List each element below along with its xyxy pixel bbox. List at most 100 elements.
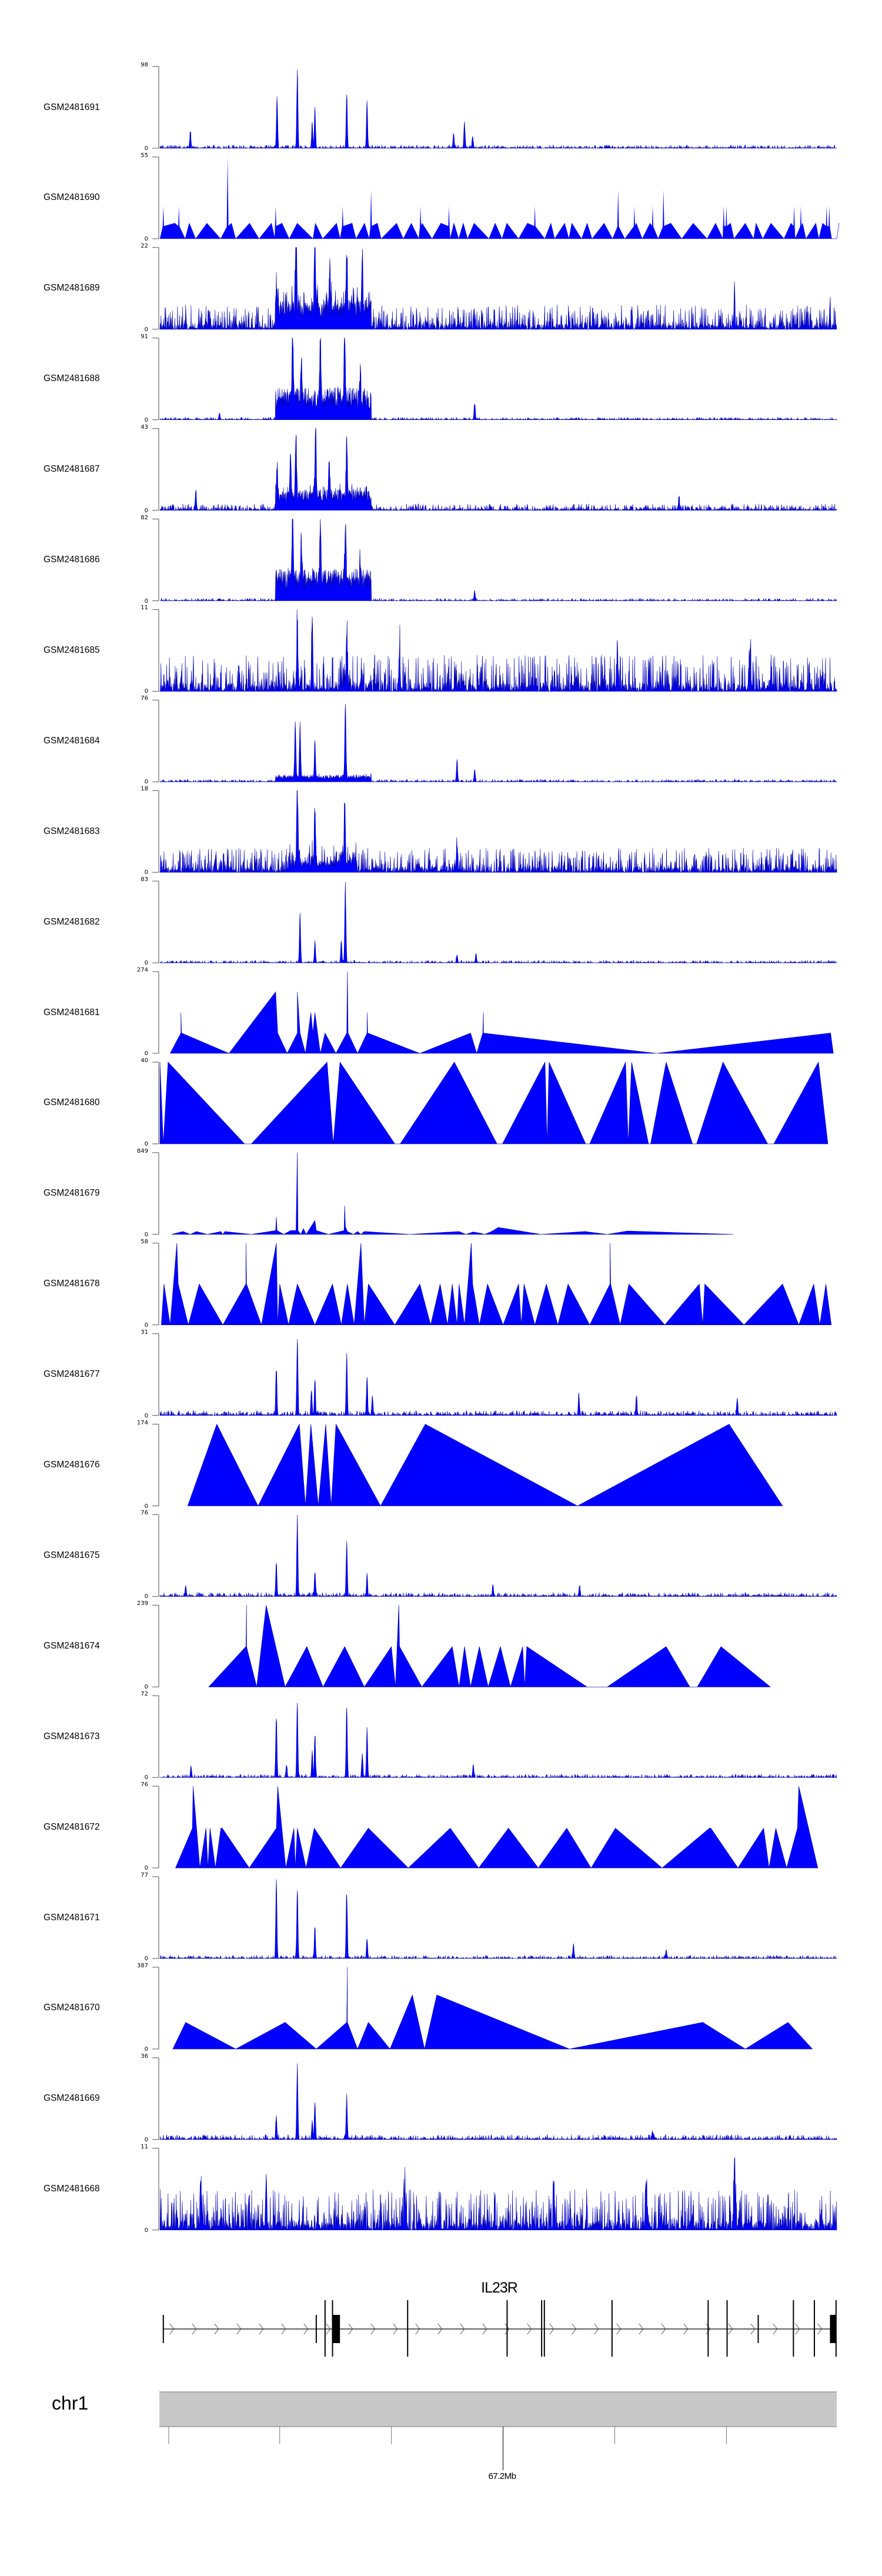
y-min-tick-label: 0 (144, 1503, 148, 1510)
signal-area (159, 338, 837, 421)
strand-arrow-icon (572, 2323, 577, 2335)
y-min-tick-label: 0 (144, 416, 148, 423)
signal-peak (828, 206, 831, 239)
y-max-tick-label: 18 (141, 786, 148, 793)
y-max-tick-label: 40 (141, 1057, 148, 1064)
y-min-tick-label: 0 (144, 1140, 148, 1147)
strand-arrow-icon (370, 2323, 376, 2335)
signal-area (159, 247, 837, 330)
strand-arrow-icon (683, 2323, 689, 2335)
signal-peak (723, 206, 725, 239)
y-max-tick-label: 72 (141, 1691, 148, 1698)
signal-peak (178, 206, 180, 239)
signal-peak (419, 206, 422, 239)
strand-arrow-icon (773, 2323, 778, 2335)
y-max-tick-label: 82 (141, 514, 148, 521)
track-label: GSM2481681 (44, 1007, 100, 1017)
strand-arrow-icon (661, 2323, 666, 2335)
strand-arrow-icon (393, 2323, 398, 2335)
signal-peak (226, 156, 229, 239)
signal-peak (826, 206, 828, 239)
signal-area (159, 2157, 837, 2231)
signal-area (159, 1703, 837, 1778)
chromosome-label: chr1 (52, 2393, 89, 2414)
gene-coding-block (830, 2315, 836, 2343)
signal-area (159, 519, 837, 602)
strand-arrow-icon (348, 2323, 353, 2335)
y-max-tick-label: 58 (141, 1238, 148, 1245)
track-label: GSM2481679 (44, 1188, 100, 1199)
y-min-tick-label: 0 (144, 1412, 148, 1419)
signal-area (208, 1605, 771, 1688)
signal-area (159, 1061, 828, 1144)
signal-peak (447, 206, 450, 239)
track-label: GSM2481670 (44, 2003, 100, 2013)
y-max-tick-label: 91 (141, 333, 148, 340)
strand-arrow-icon (616, 2323, 622, 2335)
y-max-tick-label: 387 (136, 1962, 148, 1969)
strand-arrow-icon (750, 2323, 756, 2335)
y-min-tick-label: 0 (144, 1322, 148, 1329)
y-max-tick-label: 31 (141, 1329, 148, 1336)
y-max-tick-label: 239 (136, 1600, 148, 1607)
track-label: GSM2481678 (44, 1279, 100, 1289)
signal-area (159, 2063, 837, 2140)
track-label: GSM2481684 (44, 735, 100, 746)
signal-peak (800, 206, 802, 239)
y-max-tick-label: 174 (136, 1419, 148, 1426)
y-min-tick-label: 0 (144, 1231, 148, 1238)
strand-arrow-icon (482, 2323, 487, 2335)
gene-name-label: IL23R (481, 2280, 518, 2296)
y-max-tick-label: 11 (141, 605, 148, 612)
track-label: GSM2481686 (44, 555, 100, 565)
track-label: GSM2481685 (44, 645, 100, 655)
y-min-tick-label: 0 (144, 2046, 148, 2053)
track-label: GSM2481674 (44, 1640, 100, 1651)
strand-arrow-icon (505, 2323, 510, 2335)
signal-area (159, 703, 837, 783)
y-max-tick-label: 83 (141, 876, 148, 883)
track-label: GSM2481675 (44, 1550, 100, 1560)
signal-area (159, 222, 840, 239)
signal-peak (533, 206, 536, 239)
strand-arrow-icon (549, 2323, 554, 2335)
y-max-tick-label: 36 (141, 2053, 148, 2060)
y-max-tick-label: 98 (141, 62, 148, 68)
y-max-tick-label: 76 (141, 1781, 148, 1788)
strand-arrow-icon (415, 2323, 420, 2335)
signal-area (159, 69, 837, 149)
strand-arrow-icon (259, 2323, 264, 2335)
y-min-tick-label: 0 (144, 326, 148, 333)
track-label: GSM2481671 (44, 1912, 100, 1923)
y-max-tick-label: 76 (141, 1510, 148, 1517)
strand-arrow-icon (303, 2323, 309, 2335)
signal-area (161, 1243, 832, 1326)
strand-arrow-icon (706, 2323, 711, 2335)
track-label: GSM2481691 (44, 102, 100, 112)
y-min-tick-label: 0 (144, 2136, 148, 2143)
y-min-tick-label: 0 (144, 507, 148, 514)
y-max-tick-label: 22 (141, 242, 148, 249)
signal-peak (617, 189, 619, 239)
y-max-tick-label: 43 (141, 423, 148, 431)
signal-peak (162, 206, 165, 239)
signal-area (159, 1514, 837, 1597)
y-min-tick-label: 0 (144, 598, 148, 605)
y-min-tick-label: 0 (144, 1865, 148, 1872)
y-max-tick-label: 849 (136, 1147, 148, 1154)
gene-coding-block (332, 2315, 340, 2343)
track-label: GSM2481668 (44, 2184, 100, 2194)
track-label: GSM2481680 (44, 1097, 100, 1108)
track-label: GSM2481676 (44, 1460, 100, 1470)
track-label: GSM2481677 (44, 1369, 100, 1380)
chromosome-ideogram (159, 2392, 837, 2427)
y-min-tick-label: 0 (144, 1593, 148, 1600)
strand-arrow-icon (795, 2323, 800, 2335)
strand-arrow-icon (639, 2323, 644, 2335)
y-min-tick-label: 0 (144, 1774, 148, 1781)
y-min-tick-label: 0 (144, 1050, 148, 1057)
signal-peak (370, 189, 372, 239)
signal-area (169, 971, 834, 1055)
y-min-tick-label: 0 (144, 1684, 148, 1691)
